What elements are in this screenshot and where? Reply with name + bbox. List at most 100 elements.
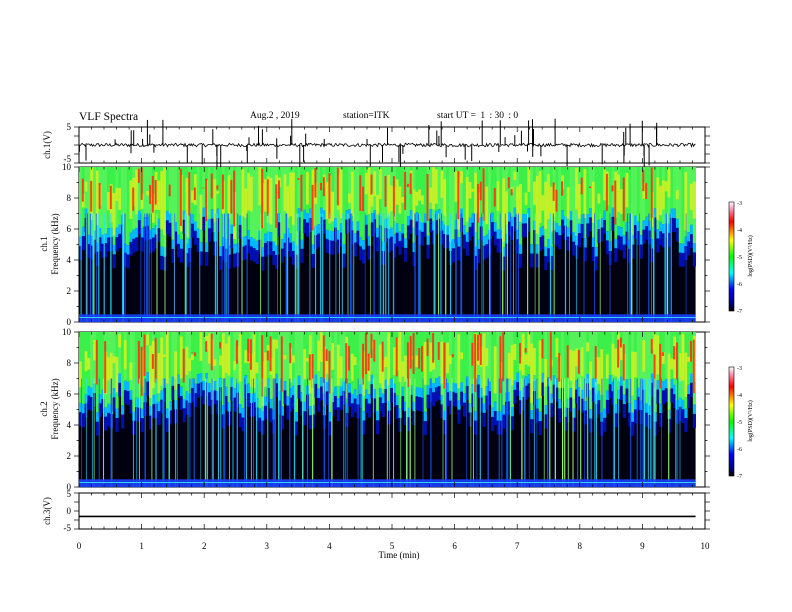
ch2-spec-col	[432, 360, 436, 370]
ch1-spec-col	[580, 177, 583, 195]
ch1-spec-col	[493, 188, 496, 207]
ch1-spec-col	[205, 252, 209, 266]
ch1-spec-col	[482, 236, 486, 246]
ch2-spec-col	[491, 332, 495, 408]
ch2-spec-col	[401, 332, 405, 387]
ch2-colorbar: -3 -4 -5 -6 -7 log(PSD)(V²/Hz)	[728, 366, 754, 480]
ch2-spec-col	[118, 334, 122, 348]
ch2-spec-col	[656, 389, 660, 404]
ch2-spec-col	[171, 385, 175, 400]
ch2-spec-col	[516, 382, 520, 396]
ch2-spec-col	[308, 415, 313, 430]
ch1-spec-col	[661, 180, 666, 210]
ch1-spec-col	[348, 218, 352, 233]
ch2-spec-col	[258, 417, 262, 432]
ch1-spec-col	[387, 174, 391, 217]
ch1-spec-col	[412, 189, 416, 228]
ch2-spec-col	[642, 340, 646, 372]
ch1-spec-col	[294, 167, 299, 246]
ch2-spec-col	[146, 372, 150, 382]
ch2-spec-col	[474, 334, 477, 393]
ch1-spec-col	[670, 217, 674, 232]
ch1-spec-col	[171, 248, 175, 263]
ch1-spec-col	[404, 171, 407, 210]
ch2-spec-col	[415, 387, 419, 397]
ch1-spec-col	[642, 169, 645, 192]
ch2-spec-col	[639, 332, 643, 401]
ch2-spec-col	[625, 379, 629, 389]
ch1-spec-col	[392, 234, 397, 244]
ch2-spec-col	[423, 411, 427, 421]
ch1-spec-col	[359, 237, 363, 247]
ch2-spec-col	[673, 394, 677, 409]
ch1-spec-col	[207, 167, 212, 219]
ch2-spec-col	[238, 413, 242, 428]
ch1-spec-col	[199, 242, 203, 252]
ch1-spec-col	[275, 184, 278, 228]
ch2-spec-col	[692, 413, 697, 428]
ch1-spec-col	[157, 218, 161, 229]
ch2-spec-col	[207, 392, 212, 407]
ch1-spec-col	[370, 213, 374, 223]
ch1-spec-col	[555, 232, 559, 247]
ch1-spec-col	[317, 233, 321, 248]
ch2-spec-col	[605, 354, 610, 379]
ch1-spec-col	[521, 223, 526, 238]
ch1-spec-col	[661, 224, 666, 234]
ch1-spec-col	[381, 167, 385, 242]
ch2-spec-col	[488, 381, 492, 392]
ch1-spec-col	[594, 256, 598, 271]
ch2-spec-col	[160, 399, 164, 414]
ch2-spec-col	[154, 337, 157, 383]
ch1-spec-col	[275, 245, 279, 255]
ch1-spec-col	[112, 193, 116, 236]
ch2-spec-col	[292, 395, 296, 409]
ch1-spec-col	[322, 177, 325, 197]
ch1-spec-col	[516, 229, 520, 240]
ch1-spec-col	[605, 240, 610, 255]
ch1-spec-col	[619, 236, 624, 251]
ch2-spec-col	[510, 416, 514, 431]
ch1-spec-col	[617, 235, 621, 250]
ch2-spec-col	[353, 356, 357, 365]
ch1-spec-ytick-2: 2	[67, 286, 72, 296]
ch1-spec-col	[177, 167, 181, 235]
ch2-spec-col	[93, 383, 97, 394]
ch2-spec-col	[631, 421, 635, 436]
ch1-spec-col	[544, 181, 548, 229]
ch2-spec-col	[392, 347, 397, 376]
ch1-spec-col	[216, 218, 220, 232]
ch2-spec-col	[429, 342, 433, 372]
ch1-spec-col	[678, 252, 682, 267]
ch2-spec-col	[569, 349, 573, 381]
ch1-spec-col	[154, 234, 158, 249]
ch2-spec-col	[230, 386, 234, 401]
ch1-spec-col	[586, 223, 590, 238]
ch1-spec-col	[275, 254, 279, 269]
ch2-spec-col	[269, 408, 273, 423]
ch1-spec-col	[485, 234, 489, 245]
ch1-spec-col	[541, 226, 545, 236]
ch1-spec-col	[121, 167, 125, 216]
ch2-spec-col	[213, 390, 217, 405]
ch2-spec-col	[193, 383, 198, 393]
ch2-spec-col	[314, 374, 318, 384]
ch2-spec-col	[535, 408, 540, 423]
ch2-spec-col	[336, 344, 341, 386]
ch1-spec-col	[521, 214, 526, 224]
ch1-spec-col	[378, 169, 383, 200]
ch1-spec-col	[516, 239, 520, 254]
ch1-spec-col	[238, 167, 242, 216]
ch2-spec-col	[524, 332, 528, 377]
ch1-spec-col	[429, 187, 433, 203]
ch2-spec-col	[370, 384, 374, 399]
ch2-spec-col	[563, 332, 568, 408]
ch1-spec-col	[320, 207, 324, 217]
ch2-spec-col	[404, 355, 408, 382]
ch3-ylabel: ch.3(V)	[42, 497, 52, 525]
ch2-spec-col	[241, 408, 245, 418]
ch1-spec-col	[457, 246, 461, 261]
ch2-spec-col	[126, 381, 130, 392]
ch1-spec-col	[401, 224, 405, 234]
